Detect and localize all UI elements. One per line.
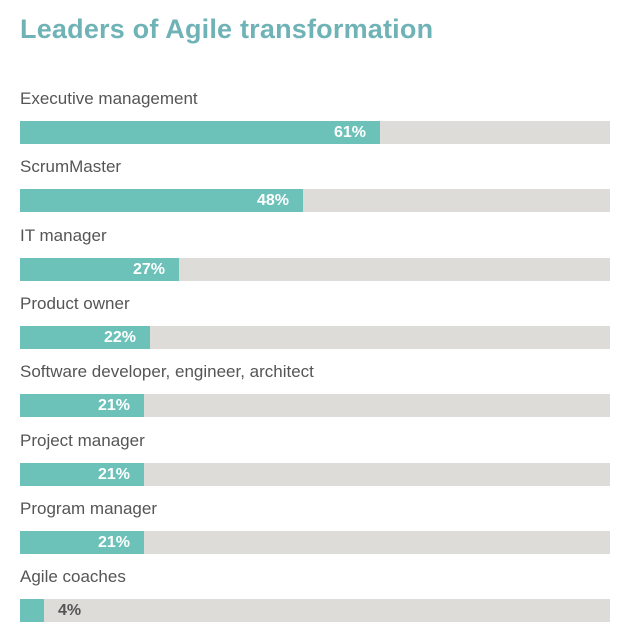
bar (20, 599, 44, 623)
value-label: 21% (97, 533, 130, 551)
bar-track: 48% (20, 189, 610, 213)
value-label: 27% (132, 260, 165, 278)
bar-track: 27% (20, 257, 610, 281)
bar-track: 4% (20, 599, 610, 623)
category-label: Product owner (20, 293, 130, 313)
bar (20, 325, 150, 349)
bar-row: Project manager 21% (20, 431, 610, 487)
bar-track: 21% (20, 394, 610, 418)
bar-row: Product owner 22% (20, 294, 610, 350)
bar (20, 530, 144, 554)
category-label: Agile coaches (20, 567, 126, 587)
value-label: 61% (333, 124, 366, 141)
bar-row: IT manager 27% (20, 226, 610, 282)
bar-row: Agile coaches 4% (20, 567, 610, 623)
value-label: 48% (256, 192, 289, 210)
bar-track: 22% (20, 325, 610, 349)
category-label: Project manager (20, 430, 145, 450)
bar-track: 61% (20, 121, 610, 144)
category-label: Executive management (20, 89, 198, 108)
bar-row: ScrumMaster 48% (20, 157, 610, 213)
bar (20, 257, 179, 281)
bar-track: 21% (20, 530, 610, 554)
bar (20, 394, 144, 418)
category-label: IT manager (20, 225, 107, 245)
bar (20, 189, 303, 213)
value-label: 22% (103, 328, 136, 346)
bar-row: Software developer, engineer, architect 2… (20, 362, 610, 418)
value-label: 21% (97, 465, 130, 483)
bar (20, 462, 144, 486)
value-label: 4% (58, 602, 82, 620)
chart-title: Leaders of Agile transformation (20, 14, 434, 44)
category-label: Program manager (20, 498, 158, 518)
bar-track: 21% (20, 462, 610, 486)
category-label: Software developer, engineer, architect (20, 362, 314, 382)
value-label: 21% (97, 397, 130, 415)
category-label: ScrumMaster (20, 157, 122, 177)
bar-row: Executive management 61% (20, 89, 610, 145)
bar-row: Program manager 21% (20, 499, 610, 555)
bar (20, 121, 380, 144)
